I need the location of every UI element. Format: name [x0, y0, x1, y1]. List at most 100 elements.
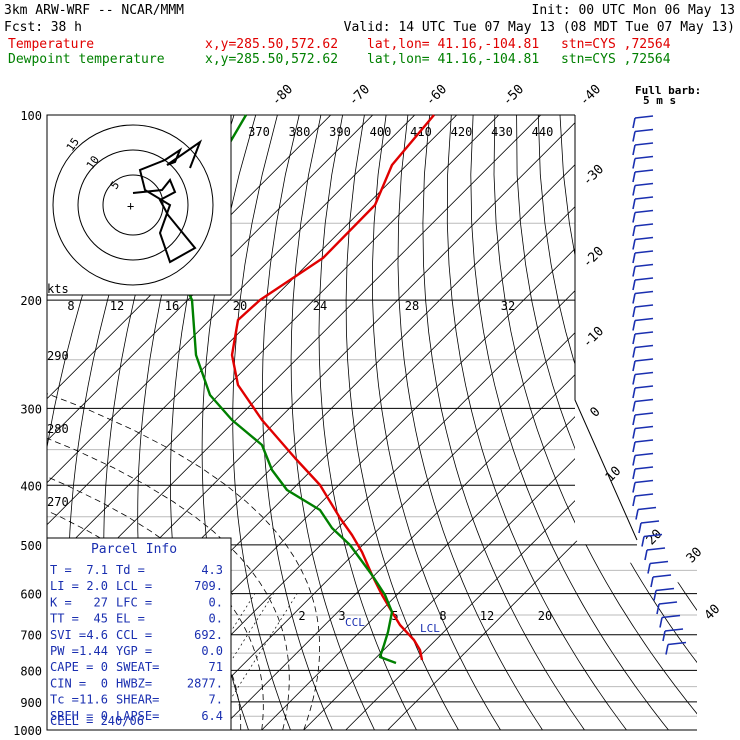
wind-barb-shaft — [644, 549, 648, 561]
barb-title: Full barb: — [635, 84, 701, 97]
wind-barb-shaft — [650, 576, 654, 588]
wind-barb-shaft — [632, 171, 636, 183]
right-temp-tick: 30 — [684, 545, 706, 567]
wind-barb — [634, 479, 654, 484]
mixratio-low-label: 3 — [338, 609, 345, 623]
wind-barb — [634, 371, 654, 376]
parcel-value: 6.4 — [201, 709, 223, 723]
dry-adiabat — [493, 115, 697, 730]
parcel-value: 27 — [94, 595, 108, 609]
right-temp-tick: -30 — [580, 162, 607, 189]
wind-barb — [634, 290, 654, 295]
wind-barb-shaft — [632, 455, 636, 466]
parcel-key: LCL = — [116, 579, 152, 593]
hodograph-ring — [77, 149, 189, 261]
parcel-value: 45 — [94, 612, 108, 626]
wind-barb-shaft — [635, 509, 639, 520]
parcel-key: PW = — [50, 644, 79, 658]
parcel-key: Td = — [116, 563, 145, 577]
mixratio-label: 12 — [110, 299, 124, 313]
wind-barb-shaft — [632, 401, 636, 412]
isotherm-line — [47, 115, 374, 730]
wind-barb-shaft — [632, 212, 636, 223]
right-temp-tick: -20 — [580, 244, 607, 271]
wind-barb — [634, 115, 654, 119]
isobar-label: 400 — [20, 479, 42, 493]
wind-barb — [634, 250, 654, 254]
parcel-value: 11.6 — [79, 693, 108, 707]
isotherm-line — [261, 115, 697, 730]
isobar-label: 700 — [20, 629, 42, 643]
hodo-kts-label: kts — [47, 282, 69, 296]
mixratio-low-label: 8 — [439, 609, 446, 623]
wind-barb — [634, 452, 654, 457]
legend-dewpoint: Dewpoint temperature — [8, 52, 165, 67]
wind-barb-shaft — [638, 522, 642, 534]
theta-label: 400 — [370, 125, 392, 139]
isobar-label: 300 — [20, 402, 42, 416]
wind-barb-shaft — [632, 374, 636, 385]
right-temp-tick: -10 — [580, 324, 607, 351]
wind-barb-shaft — [632, 198, 636, 210]
wind-barb — [640, 520, 660, 524]
mixratio-label: 28 — [405, 299, 419, 313]
theta-label: 380 — [289, 125, 311, 139]
wind-barb-shaft — [659, 617, 663, 628]
parcel-value: 0 — [101, 709, 108, 723]
dry-adiabat — [446, 115, 637, 730]
dry-adiabat — [397, 115, 552, 730]
wind-barb-shaft — [632, 117, 636, 129]
mixratio-low-label: 20 — [538, 609, 552, 623]
legend-temp-latlon: lat,lon= 41.16,-104.81 — [367, 37, 539, 52]
temperature-line — [230, 114, 435, 661]
parcel-key: SHEAR= — [116, 693, 159, 707]
parcel-key: SVI = — [50, 628, 86, 642]
wind-barb-shaft — [653, 590, 657, 601]
wind-barb-shaft — [632, 185, 636, 196]
hodo-center-plus: + — [127, 199, 134, 213]
wind-barb — [634, 344, 654, 349]
wind-barb — [655, 587, 675, 592]
parcel-value: 2.0 — [86, 579, 108, 593]
wind-barb — [643, 533, 663, 538]
hodo-ring-label: 10 — [84, 153, 102, 171]
wind-barb-shaft — [632, 468, 636, 480]
top-temp-tick: -40 — [577, 82, 604, 109]
dry-adiabat — [581, 115, 697, 730]
parcel-key: HWBZ= — [116, 676, 152, 690]
wind-barb — [634, 236, 654, 241]
wind-barb — [649, 560, 669, 565]
wind-barb — [652, 574, 672, 578]
parcel-key: YGP = — [116, 644, 152, 658]
theta-label: 440 — [532, 125, 554, 139]
barb-unit: 5 m s — [643, 94, 676, 107]
parcel-value: 0 — [101, 676, 108, 690]
wind-barb-shaft — [662, 630, 666, 642]
fcst-value: 38 h — [51, 20, 82, 35]
parcel-value: 0. — [209, 595, 223, 609]
legend-temp-xy: x,y=285.50,572.62 — [205, 37, 338, 52]
wind-barbs: Full barb:5 m s — [632, 84, 701, 655]
mixratio-label: 24 — [313, 299, 327, 313]
wind-barb-shaft — [632, 495, 636, 507]
parcel-key: K = — [50, 595, 72, 609]
parcel-title: Parcel Info — [91, 542, 177, 557]
isotherm-line — [387, 115, 697, 730]
parcel-key: CCL = — [116, 628, 152, 642]
parcel-key: SREH = — [50, 709, 93, 723]
dry-adiabat — [318, 115, 424, 730]
hodo-ring-label: 15 — [64, 135, 82, 153]
isobar-label: 100 — [20, 109, 42, 123]
wind-barb — [634, 398, 654, 403]
parcel-value: 0 — [101, 660, 108, 674]
parcel-value: 7.1 — [86, 563, 108, 577]
wind-barb-shaft — [632, 131, 636, 142]
wind-barb-shaft — [632, 482, 636, 493]
isotherm-line — [47, 115, 416, 730]
parcel-key: CAPE = — [50, 660, 93, 674]
wind-barb-shaft — [632, 320, 636, 331]
mixratio-label: 32 — [501, 299, 515, 313]
isobar-label: 600 — [20, 588, 42, 602]
dry-adiabat — [372, 115, 510, 730]
wind-barb — [634, 466, 654, 470]
